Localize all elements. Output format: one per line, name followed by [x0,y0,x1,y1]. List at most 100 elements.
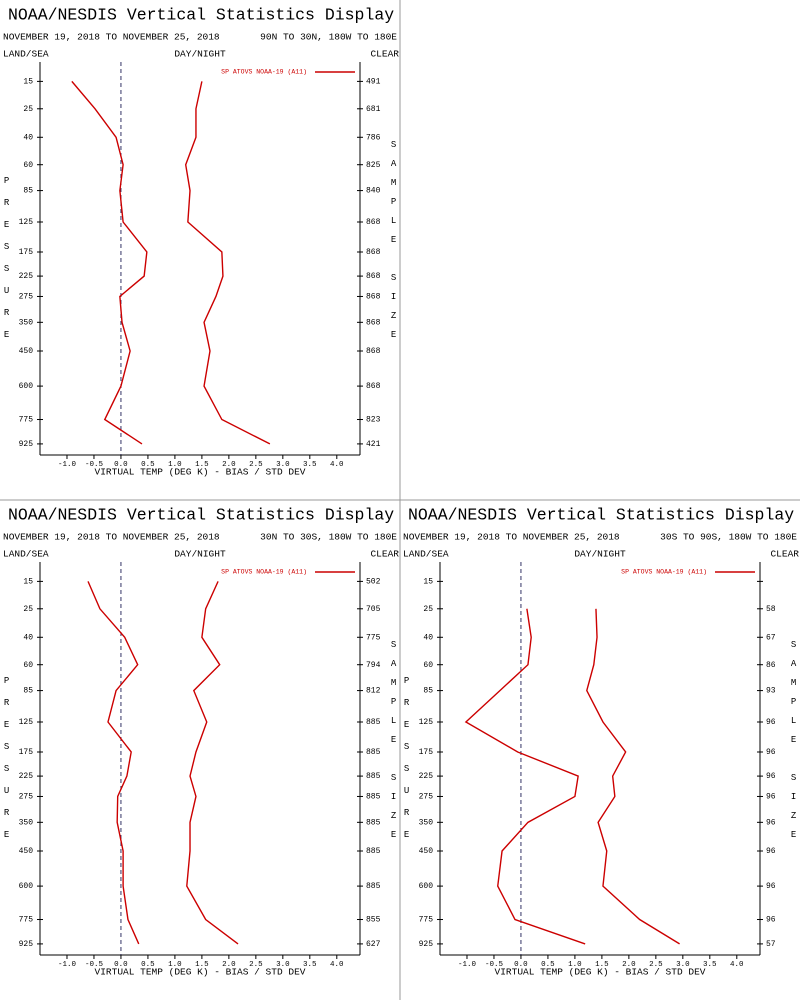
y-tick-label: 600 [419,882,434,891]
x-tick-label: 0.0 [514,961,528,969]
series-line [184,81,271,445]
y-tick-label: 60 [23,661,33,670]
y-tick-label: 85 [23,187,33,196]
y-axis-label: PRESSURE [2,176,12,352]
region: 30S TO 90S, 180W TO 180E [660,532,797,543]
x-tick-label: 3.0 [676,961,690,969]
sample-size-label: 96 [766,748,776,757]
sample-size-label: 885 [366,818,381,827]
x-tick-label: 1.5 [195,961,209,969]
x-tick-label: 1.5 [595,961,609,969]
x-tick-label: 0.0 [114,461,128,469]
clear: CLEAR [370,49,399,60]
sample-size-label: 96 [766,882,776,891]
sample-size-label: 491 [366,77,381,86]
x-tick-label: -0.5 [85,961,104,969]
clear: CLEAR [770,549,799,560]
y-tick-label: 225 [419,772,434,781]
x-tick-label: 0.5 [141,461,155,469]
y-tick-label: 275 [419,793,434,802]
y-tick-label: 25 [23,105,33,114]
x-tick-label: 2.5 [249,461,263,469]
land-sea: LAND/SEA [403,549,449,560]
y-tick-label: 925 [19,440,34,449]
y-tick-label: 85 [23,687,33,696]
y-tick-label: 600 [19,882,34,891]
sample-size-label: 96 [766,818,776,827]
x-tick-label: 2.0 [222,961,236,969]
sample-size-label: 86 [766,661,776,670]
y-tick-label: 925 [419,940,434,949]
sample-size-label: 885 [366,718,381,727]
x-tick-label: 2.5 [649,961,663,969]
sample-size-label: 775 [366,633,381,642]
y-tick-label: 350 [19,818,34,827]
sample-size-label: 67 [766,633,776,642]
sample-size-label: 885 [366,882,381,891]
y-tick-label: 15 [423,577,433,586]
x-tick-label: -1.0 [58,961,77,969]
legend-label: SP ATOVS NOAA-19 (A11) [221,69,307,76]
y-tick-label: 40 [23,633,33,642]
sample-size-label: 627 [366,940,381,949]
y-tick-label: 775 [419,916,434,925]
x-tick-label: 0.5 [541,961,555,969]
y-tick-label: 450 [419,847,434,856]
date-range: NOVEMBER 19, 2018 TO NOVEMBER 25, 2018 [3,32,220,43]
y-axis-label: PRESSURE [2,676,12,852]
y-tick-label: 600 [19,382,34,391]
y-tick-label: 350 [419,818,434,827]
x-axis-label: VIRTUAL TEMP (DEG K) - BIAS / STD DEV [95,967,306,978]
panel: NOAA/NESDIS Vertical Statistics Display N… [402,505,800,977]
y-tick-label: 15 [23,77,33,86]
y-axis-label: PRESSURE [402,676,412,852]
sample-size-label: 885 [366,847,381,856]
x-tick-label: 1.5 [195,461,209,469]
series-line [186,581,239,945]
x-tick-label: 4.0 [330,461,344,469]
x-tick-label: 0.0 [114,961,128,969]
sample-size-label: 885 [366,772,381,781]
x-tick-label: 3.5 [303,461,317,469]
land-sea: LAND/SEA [3,49,49,60]
x-tick-label: 0.5 [141,961,155,969]
y-tick-label: 25 [423,605,433,614]
x-tick-label: -1.0 [458,961,477,969]
y2-axis-label: SAMPLE SIZE [389,640,399,849]
panel-title: NOAA/NESDIS Vertical Statistics Display [408,505,794,524]
y-tick-label: 350 [19,318,34,327]
day-night: DAY/NIGHT [174,549,226,560]
sample-size-label: 868 [366,293,381,302]
legend-label: SP ATOVS NOAA-19 (A11) [221,569,307,576]
sample-size-label: 855 [366,916,381,925]
series-line [586,608,680,945]
x-tick-label: 3.5 [703,961,717,969]
sample-size-label: 812 [366,687,381,696]
date-range: NOVEMBER 19, 2018 TO NOVEMBER 25, 2018 [3,532,220,543]
panel-title: NOAA/NESDIS Vertical Statistics Display [8,5,394,24]
sample-size-label: 868 [366,318,381,327]
x-tick-label: 3.5 [303,961,317,969]
region: 30N TO 30S, 180W TO 180E [260,532,397,543]
y-tick-label: 450 [19,847,34,856]
sample-size-label: 868 [366,347,381,356]
x-tick-label: -0.5 [85,461,104,469]
sample-size-label: 96 [766,718,776,727]
y-tick-label: 15 [23,577,33,586]
y-tick-label: 40 [23,133,33,142]
x-axis-label: VIRTUAL TEMP (DEG K) - BIAS / STD DEV [95,467,306,478]
y-tick-label: 40 [423,633,433,642]
x-tick-label: -0.5 [485,961,504,969]
y-tick-label: 175 [19,748,34,757]
x-tick-label: 2.5 [249,961,263,969]
y-tick-label: 275 [19,293,34,302]
sample-size-label: 868 [366,218,381,227]
day-night: DAY/NIGHT [174,49,226,60]
series-line [87,581,140,945]
x-tick-label: 1.0 [568,961,582,969]
sample-size-label: 96 [766,793,776,802]
x-tick-label: 3.0 [276,961,290,969]
y-tick-label: 175 [419,748,434,757]
y-tick-label: 25 [23,605,33,614]
